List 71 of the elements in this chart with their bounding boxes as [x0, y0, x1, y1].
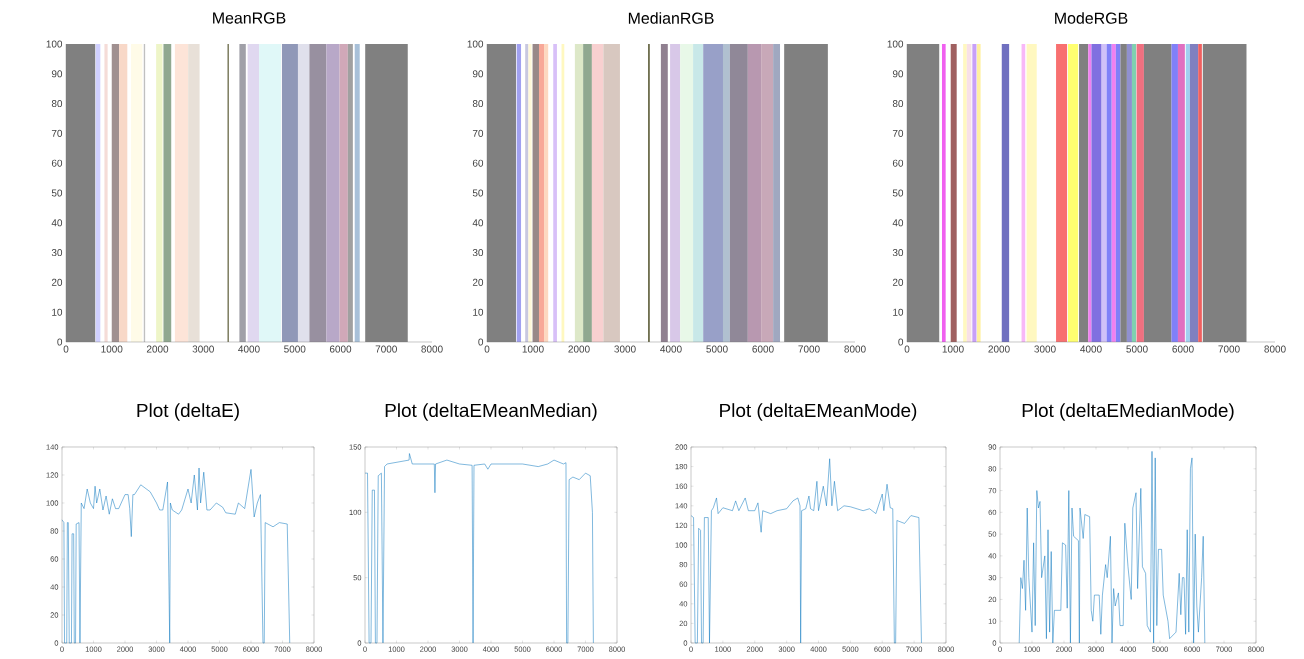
x-tick-label: 5000 — [284, 345, 306, 353]
x-tick-label: 0 — [63, 345, 69, 353]
line-series — [364, 453, 594, 644]
line-series — [1018, 451, 1206, 644]
x-tick-label: 8000 — [844, 345, 866, 353]
y-tick-label: 40 — [472, 219, 484, 227]
y-tick-label: 90 — [51, 70, 63, 78]
y-tick-label: 70 — [472, 129, 484, 137]
chart-title: Plot (deltaEMedianMode) — [1022, 403, 1234, 421]
y-tick-label: 70 — [892, 129, 904, 137]
x-tick-label: 8000 — [1264, 345, 1286, 353]
x-tick-label: 3000 — [614, 345, 636, 353]
x-tick-label: 5000 — [706, 345, 728, 353]
x-tick-label: 8000 — [421, 345, 443, 353]
x-tick-label: 6000 — [329, 345, 352, 353]
chart-title: Plot (deltaEMeanMedian) — [385, 403, 597, 421]
y-tick-label: 100 — [467, 40, 484, 48]
y-tick-label: 0 — [478, 338, 484, 346]
y-tick-label: 30 — [51, 249, 63, 257]
x-tick-label: 6000 — [1172, 345, 1194, 353]
y-tick-label: 90 — [892, 70, 904, 78]
y-tick-label: 60 — [51, 159, 63, 167]
y-tick-label: 90 — [472, 70, 484, 78]
y-tick-label: 50 — [892, 189, 904, 197]
x-tick-label: 0 — [484, 345, 490, 353]
x-tick-label: 7000 — [1218, 345, 1240, 353]
x-tick-label: 2000 — [568, 345, 590, 353]
y-tick-label: 60 — [472, 159, 484, 167]
x-tick-label: 4000 — [238, 345, 260, 353]
x-tick-label: 3000 — [1034, 345, 1056, 353]
x-tick-label: 1000 — [101, 345, 123, 353]
y-tick-label: 80 — [472, 100, 484, 108]
x-tick-label: 0 — [904, 345, 910, 353]
y-tick-label: 70 — [51, 129, 63, 137]
x-tick-label: 1000 — [942, 345, 964, 353]
x-tick-label: 4000 — [1080, 345, 1102, 353]
x-tick-label: 5000 — [1126, 345, 1148, 353]
y-tick-label: 0 — [898, 338, 904, 346]
y-tick-label: 80 — [51, 100, 63, 108]
chart-title: Plot (deltaEMeanMode) — [720, 403, 917, 421]
y-tick-label: 40 — [892, 219, 904, 227]
y-tick-label: 10 — [893, 308, 904, 316]
x-tick-label: 2000 — [146, 345, 169, 353]
y-tick-label: 80 — [892, 100, 904, 108]
y-tick-label: 100 — [46, 40, 63, 48]
y-tick-label: 20 — [51, 278, 63, 286]
y-tick-label: 100 — [887, 40, 904, 48]
chart-title: MedianRGB — [628, 12, 714, 24]
y-tick-label: 20 — [892, 278, 904, 286]
x-tick-label: 7000 — [798, 345, 820, 353]
x-tick-label: 6000 — [752, 345, 774, 353]
y-tick-label: 10 — [473, 308, 484, 316]
y-tick-label: 20 — [472, 278, 484, 286]
y-tick-label: 50 — [472, 189, 484, 197]
chart-title: ModeRGB — [1055, 12, 1128, 24]
y-tick-label: 30 — [472, 249, 484, 257]
x-tick-label: 7000 — [375, 345, 397, 353]
x-tick-label: 4000 — [660, 345, 682, 353]
chart-title: Plot (deltaE) — [137, 403, 239, 421]
y-tick-label: 60 — [892, 159, 904, 167]
x-tick-label: 3000 — [192, 345, 214, 353]
y-tick-label: 50 — [51, 189, 63, 197]
y-tick-label: 0 — [57, 338, 63, 346]
line-series — [690, 458, 922, 644]
y-tick-label: 30 — [892, 249, 904, 257]
y-tick-label: 10 — [52, 308, 63, 316]
y-tick-label: 40 — [51, 219, 63, 227]
x-tick-label: 2000 — [988, 345, 1010, 353]
chart-title: MeanRGB — [213, 12, 286, 24]
x-tick-label: 1000 — [522, 345, 544, 353]
line-series — [61, 467, 290, 644]
